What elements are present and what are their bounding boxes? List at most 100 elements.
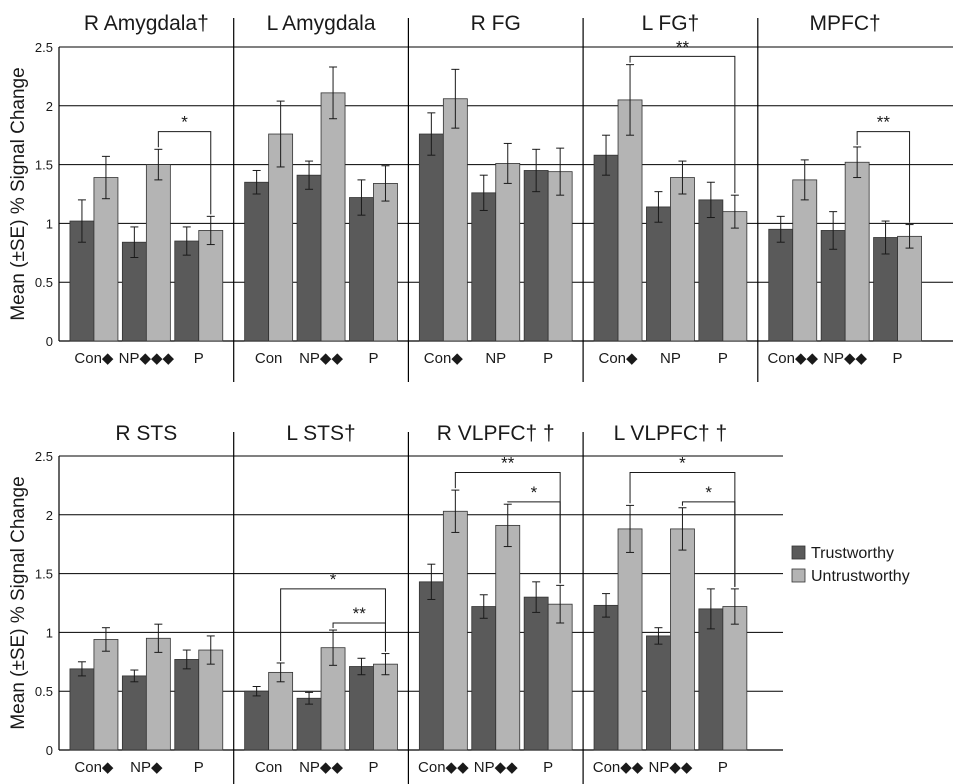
- bar-untrustworthy: [670, 528, 695, 751]
- bar-untrustworthy: [93, 639, 119, 751]
- category-label: NP◆◆: [299, 759, 343, 776]
- panel-title: R VLPFC† †: [437, 422, 555, 445]
- bar-trustworthy: [471, 192, 497, 342]
- bar-untrustworthy: [145, 637, 171, 751]
- bar-untrustworthy: [547, 171, 573, 342]
- bar-trustworthy: [523, 170, 549, 342]
- category-label: P: [893, 350, 903, 367]
- panel-title: L Amygdala: [267, 12, 376, 35]
- category-label: NP◆: [130, 759, 163, 776]
- significance-bracket: [507, 501, 561, 584]
- category-label: NP◆◆◆: [119, 350, 175, 367]
- bar-untrustworthy: [198, 649, 224, 751]
- bar-untrustworthy: [792, 179, 818, 342]
- bar-untrustworthy: [897, 235, 922, 342]
- y-tick-label: 2.5: [35, 40, 53, 55]
- category-label: P: [194, 350, 204, 367]
- bar-untrustworthy: [495, 524, 521, 751]
- significance-label: *: [181, 113, 188, 132]
- bar-untrustworthy: [442, 98, 468, 342]
- significance-bracket: [856, 131, 911, 223]
- bar-untrustworthy: [722, 606, 748, 751]
- bar-untrustworthy: [547, 603, 573, 751]
- category-label: Con◆: [74, 350, 114, 367]
- significance-label: **: [353, 604, 367, 623]
- panel-title: R Amygdala†: [84, 12, 209, 35]
- significance-label: *: [330, 570, 337, 589]
- panel-title: R STS: [115, 422, 177, 445]
- bar-untrustworthy: [670, 177, 695, 342]
- significance-label: *: [705, 483, 712, 502]
- significance-bracket: [280, 588, 386, 661]
- bar-untrustworthy: [320, 92, 346, 342]
- panel-title: L VLPFC† †: [614, 422, 728, 445]
- bar-untrustworthy: [617, 528, 643, 751]
- bar-trustworthy: [69, 668, 95, 751]
- y-tick-label: 0: [46, 334, 53, 349]
- significance-label: **: [877, 113, 891, 132]
- y-tick-label: 2: [46, 99, 53, 114]
- category-label: Con◆: [74, 759, 114, 776]
- category-label: Con: [255, 759, 283, 776]
- bar-untrustworthy: [93, 177, 119, 342]
- y-tick-label: 0.5: [35, 684, 53, 699]
- bar-untrustworthy: [442, 510, 468, 751]
- panel-title: R FG: [471, 12, 521, 35]
- legend-label: Untrustworthy: [811, 568, 910, 585]
- y-tick-label: 1: [46, 216, 53, 231]
- bar-untrustworthy: [844, 161, 870, 342]
- legend-swatch: [791, 545, 806, 560]
- significance-label: *: [531, 483, 538, 502]
- bar-trustworthy: [523, 596, 549, 751]
- category-label: NP◆◆: [823, 350, 867, 367]
- category-label: NP◆◆: [299, 350, 343, 367]
- bar-untrustworthy: [495, 163, 521, 342]
- bar-trustworthy: [593, 604, 619, 751]
- bar-trustworthy: [768, 228, 794, 342]
- y-tick-label: 0.5: [35, 275, 53, 290]
- bar-trustworthy: [646, 206, 671, 342]
- panel-title: MPFC†: [810, 12, 881, 35]
- y-tick-label: 0: [46, 743, 53, 758]
- bar-trustworthy: [121, 241, 147, 342]
- y-tick-label: 2: [46, 508, 53, 523]
- bar-trustworthy: [244, 690, 270, 751]
- category-label: Con◆◆: [593, 759, 644, 776]
- bar-untrustworthy: [722, 211, 748, 342]
- y-tick-label: 1.5: [35, 158, 53, 173]
- significance-label: **: [501, 453, 515, 472]
- significance-label: **: [676, 37, 690, 56]
- bar-untrustworthy: [617, 99, 643, 342]
- bar-trustworthy: [418, 581, 444, 751]
- bar-trustworthy: [296, 697, 322, 751]
- legend-swatch: [791, 568, 806, 583]
- bar-trustworthy: [873, 237, 898, 342]
- bar-trustworthy: [349, 666, 374, 751]
- bar-trustworthy: [646, 635, 671, 751]
- significance-bracket: [157, 131, 212, 215]
- bar-untrustworthy: [268, 133, 294, 342]
- category-label: P: [368, 350, 378, 367]
- significance-bracket: [681, 501, 736, 587]
- category-label: NP: [660, 350, 681, 367]
- y-tick-label: 1.5: [35, 567, 53, 582]
- y-tick-label: 1: [46, 625, 53, 640]
- category-label: P: [543, 350, 553, 367]
- bar-trustworthy: [174, 240, 200, 342]
- category-label: Con◆: [424, 350, 464, 367]
- bar-untrustworthy: [373, 663, 398, 751]
- category-label: P: [194, 759, 204, 776]
- panel-title: L FG†: [642, 12, 700, 35]
- category-label: Con◆◆: [767, 350, 818, 367]
- category-label: P: [368, 759, 378, 776]
- category-label: NP◆◆: [648, 759, 692, 776]
- bar-untrustworthy: [268, 671, 294, 751]
- bar-trustworthy: [244, 181, 270, 342]
- significance-bracket: [332, 622, 386, 652]
- significance-bracket: [629, 55, 736, 194]
- significance-label: *: [679, 453, 686, 472]
- category-label: P: [543, 759, 553, 776]
- bar-trustworthy: [296, 174, 322, 342]
- panel-title: L STS†: [286, 422, 355, 445]
